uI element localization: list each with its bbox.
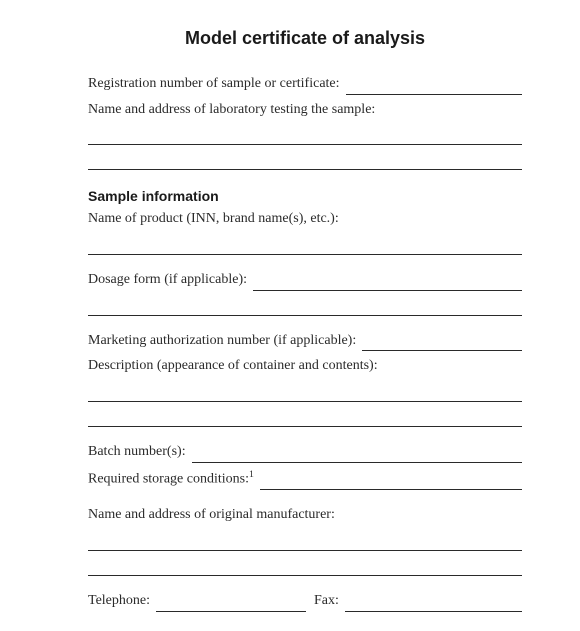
label-marketing-auth: Marketing authorization number (if appli…: [88, 330, 356, 352]
fill-product-line[interactable]: [88, 236, 522, 255]
label-dosage: Dosage form (if applicable):: [88, 269, 247, 291]
label-telephone: Telephone:: [88, 590, 150, 612]
fill-description-line1[interactable]: [88, 383, 522, 402]
heading-sample-info: Sample information: [88, 188, 522, 204]
fill-manufacturer-line2[interactable]: [88, 557, 522, 576]
label-storage: Required storage conditions:1: [88, 467, 254, 490]
label-manufacturer: Name and address of original manufacture…: [88, 504, 335, 526]
fill-marketing-auth[interactable]: [362, 336, 522, 351]
fill-lab-line2[interactable]: [88, 151, 522, 170]
fill-dosage-line2[interactable]: [88, 297, 522, 316]
fill-storage[interactable]: [260, 475, 522, 490]
label-product-name: Name of product (INN, brand name(s), etc…: [88, 208, 339, 230]
certificate-page: Model certificate of analysis Registrati…: [0, 0, 580, 631]
label-batch: Batch number(s):: [88, 441, 186, 463]
field-batch: Batch number(s):: [88, 441, 522, 463]
label-lab-name: Name and address of laboratory testing t…: [88, 99, 375, 121]
fill-dosage[interactable]: [253, 276, 522, 291]
field-storage: Required storage conditions:1: [88, 467, 522, 490]
field-product-name: Name of product (INN, brand name(s), etc…: [88, 208, 522, 230]
field-manufacturer: Name and address of original manufacture…: [88, 504, 522, 526]
fill-description-line2[interactable]: [88, 408, 522, 427]
fill-lab-line1[interactable]: [88, 126, 522, 145]
label-storage-text: Required storage conditions:: [88, 471, 249, 486]
fill-fax[interactable]: [345, 597, 522, 612]
fill-telephone[interactable]: [156, 597, 306, 612]
page-title: Model certificate of analysis: [88, 28, 522, 49]
field-lab-name: Name and address of laboratory testing t…: [88, 99, 522, 121]
field-telephone-fax: Telephone: Fax:: [88, 590, 522, 612]
label-registration: Registration number of sample or certifi…: [88, 73, 340, 95]
fill-registration[interactable]: [346, 80, 522, 95]
field-marketing-auth: Marketing authorization number (if appli…: [88, 330, 522, 352]
field-registration: Registration number of sample or certifi…: [88, 73, 522, 95]
fill-batch[interactable]: [192, 448, 522, 463]
label-description: Description (appearance of container and…: [88, 355, 378, 377]
label-fax: Fax:: [314, 590, 339, 612]
field-dosage: Dosage form (if applicable):: [88, 269, 522, 291]
fill-manufacturer-line1[interactable]: [88, 532, 522, 551]
label-storage-sup: 1: [249, 469, 254, 480]
field-description: Description (appearance of container and…: [88, 355, 522, 377]
